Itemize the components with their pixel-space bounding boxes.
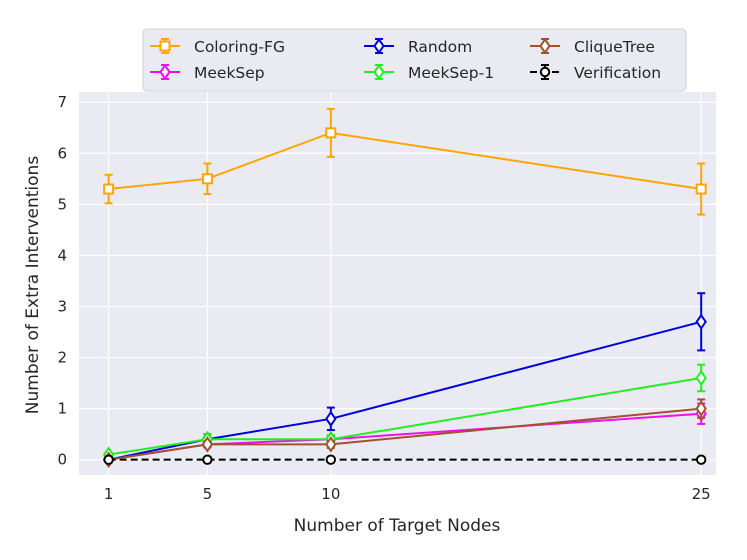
y-tick-label-0: 0 [57,451,67,469]
y-tick-label-7: 7 [57,93,67,111]
series-group [102,107,707,468]
series-5 [103,454,707,465]
y-tick-label-6: 6 [57,144,67,162]
data-point-0-3 [695,183,707,195]
legend-label-1: MeekSep [194,64,265,82]
series-line-4 [108,407,702,461]
data-point-0-0 [103,183,115,195]
y-tick-label-2: 2 [57,349,67,367]
data-point-4-1 [201,436,214,453]
plot-background [79,92,716,475]
y-tick-label-3: 3 [57,297,67,315]
series-line-3 [108,376,702,456]
y-tick-label-4: 4 [57,246,67,264]
y-axis-ticks: 0 1 2 3 4 5 6 7 [57,93,67,468]
y-axis-label: Number of Extra Interventions [23,156,43,415]
x-axis-label: Number of Target Nodes [294,516,501,536]
legend: Coloring-FG MeekSep Random MeekSep-1 CliqueT… [142,28,687,92]
series-line-0 [108,131,702,191]
data-point-5-3 [695,454,707,465]
legend-label-0: Coloring-FG [194,38,285,56]
series-0 [103,107,707,216]
x-tick-label-3: 25 [692,485,711,503]
series-line-2 [108,320,702,461]
data-point-5-0 [103,454,114,465]
legend-marker-0 [159,40,171,52]
x-tick-label-1: 5 [203,485,213,503]
data-point-4-2 [325,436,337,453]
legend-box [142,28,687,92]
x-tick-label-2: 10 [321,485,340,503]
data-point-5-2 [325,454,337,465]
data-point-0-1 [201,173,213,185]
data-point-0-2 [325,127,337,139]
x-tick-label-0: 1 [104,485,114,503]
legend-label-3: MeekSep-1 [408,64,494,82]
data-point-2-2 [325,410,337,428]
data-point-2-3 [695,313,707,331]
legend-label-5: Verification [574,64,661,82]
y-tick-label-5: 5 [57,195,67,213]
data-point-3-3 [695,369,707,387]
y-tick-label-1: 1 [57,400,67,418]
legend-marker-5 [539,66,551,78]
legend-marker-4 [539,37,551,55]
x-axis-ticks: 1 5 10 25 [104,485,711,503]
legend-marker-2 [373,37,385,55]
legend-marker-1 [159,63,171,81]
legend-label-4: CliqueTree [574,38,655,56]
data-point-5-1 [202,454,213,465]
data-point-4-3 [695,400,707,417]
legend-marker-3 [373,63,385,81]
legend-label-2: Random [408,38,472,56]
